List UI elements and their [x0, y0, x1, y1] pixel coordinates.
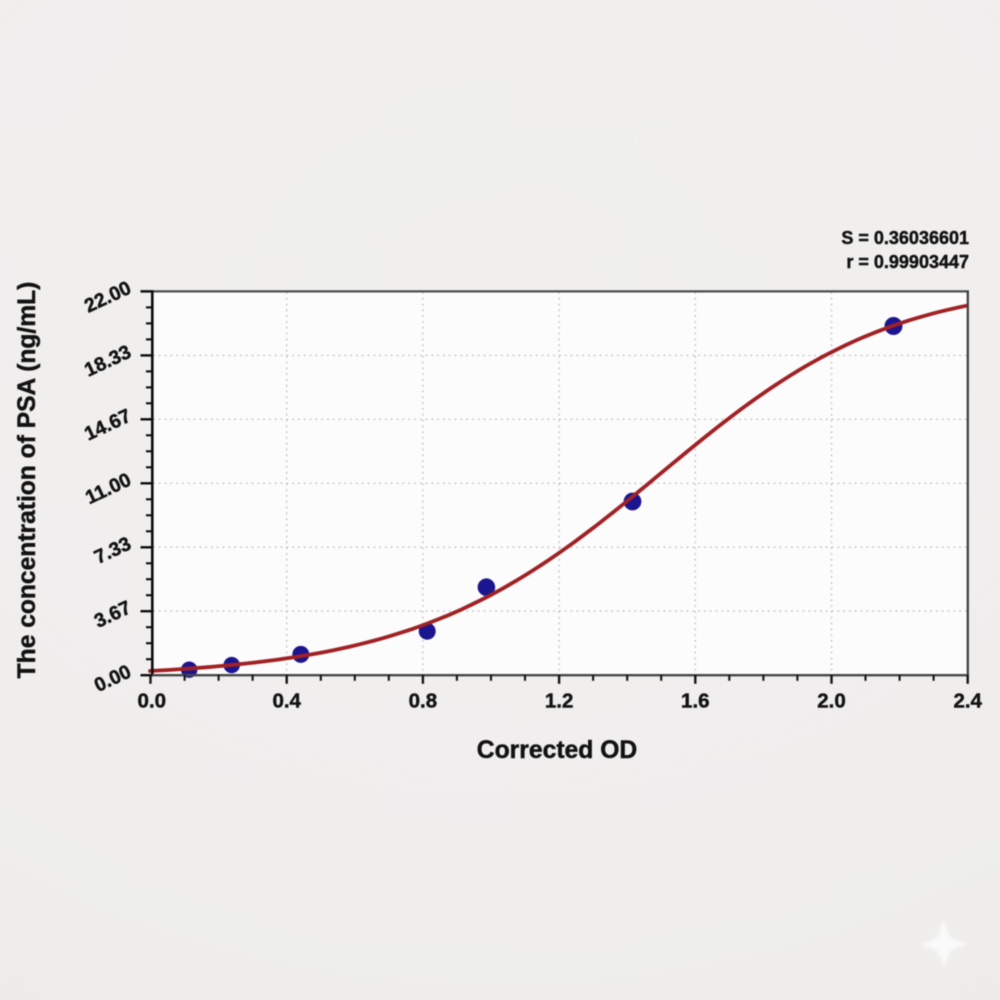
svg-text:18.33: 18.33: [81, 341, 135, 382]
svg-text:0.0: 0.0: [138, 690, 167, 713]
svg-text:0.00: 0.00: [91, 661, 135, 697]
svg-text:2.4: 2.4: [953, 690, 982, 713]
svg-text:r = 0.99903447: r = 0.99903447: [846, 252, 969, 272]
svg-text:The concentration of PSA (ng/m: The concentration of PSA (ng/mL): [14, 282, 41, 679]
svg-text:0.8: 0.8: [409, 690, 438, 713]
svg-text:2.0: 2.0: [817, 690, 846, 713]
svg-text:3.67: 3.67: [91, 597, 135, 633]
svg-text:7.33: 7.33: [91, 533, 135, 569]
svg-text:22.00: 22.00: [81, 277, 135, 318]
svg-text:0.4: 0.4: [272, 690, 301, 713]
svg-text:Corrected OD: Corrected OD: [477, 737, 638, 764]
svg-text:S = 0.36036601: S = 0.36036601: [841, 228, 969, 248]
svg-text:1.2: 1.2: [545, 690, 574, 713]
svg-text:14.67: 14.67: [81, 405, 135, 446]
svg-text:1.6: 1.6: [681, 690, 710, 713]
svg-text:11.00: 11.00: [82, 469, 135, 509]
